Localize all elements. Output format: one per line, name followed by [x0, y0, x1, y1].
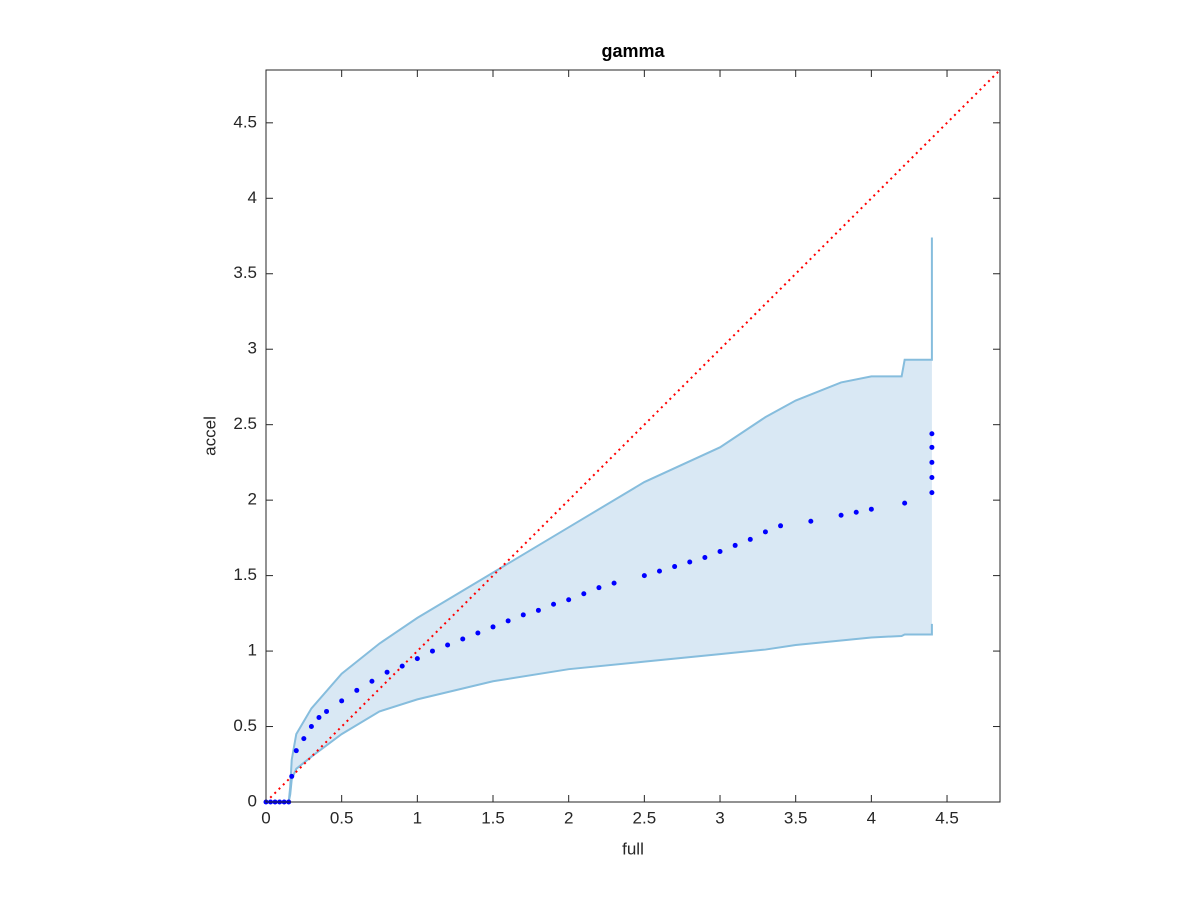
point	[853, 509, 859, 515]
y-tick-label: 1	[248, 641, 257, 660]
point	[324, 708, 330, 714]
point	[747, 536, 753, 542]
point	[535, 607, 541, 613]
point	[505, 618, 511, 624]
point	[301, 736, 307, 742]
y-tick-label: 3	[248, 339, 257, 358]
y-tick-label: 0.5	[233, 716, 257, 735]
y-tick-label: 2	[248, 490, 257, 509]
point	[520, 612, 526, 618]
point	[656, 568, 662, 574]
y-tick-label: 2.5	[233, 414, 257, 433]
x-tick-label: 2.5	[633, 808, 657, 827]
point	[414, 656, 420, 662]
point	[460, 636, 466, 642]
point	[399, 663, 405, 669]
x-axis-label: full	[622, 839, 644, 858]
y-tick-label: 4	[248, 188, 257, 207]
axes-box	[265, 69, 1001, 803]
point	[641, 573, 647, 579]
x-tick-label: 2	[564, 808, 573, 827]
point	[475, 630, 481, 636]
point	[929, 490, 935, 496]
point	[687, 559, 693, 565]
band-upper	[266, 237, 933, 803]
x-tick-label: 3	[715, 808, 724, 827]
point	[902, 500, 908, 506]
point	[611, 580, 617, 586]
point	[868, 506, 874, 512]
x-tick-label: 3.5	[784, 808, 808, 827]
point	[384, 669, 390, 675]
point	[778, 523, 784, 529]
y-tick-label: 1.5	[233, 565, 257, 584]
point	[445, 642, 451, 648]
point	[929, 475, 935, 481]
point	[581, 591, 587, 597]
point	[566, 597, 572, 603]
point	[717, 548, 723, 554]
x-tick-label: 4	[867, 808, 876, 827]
x-tick-label: 0.5	[330, 808, 354, 827]
x-tick-label: 1.5	[481, 808, 505, 827]
band-fill	[266, 237, 932, 802]
point	[308, 724, 314, 730]
point	[929, 444, 935, 450]
point	[369, 678, 375, 684]
point	[551, 601, 557, 607]
point	[762, 529, 768, 535]
point	[289, 773, 295, 779]
y-tick-label: 4.5	[233, 112, 257, 131]
point	[596, 585, 602, 591]
point	[838, 512, 844, 518]
y-tick-label: 0	[248, 791, 257, 810]
point	[490, 624, 496, 630]
point	[339, 698, 345, 704]
point	[316, 714, 322, 720]
point	[702, 554, 708, 560]
point	[672, 564, 678, 570]
point	[929, 431, 935, 437]
x-tick-label: 4.5	[935, 808, 959, 827]
point	[293, 748, 299, 754]
y-axis-label: accel	[200, 416, 219, 456]
y-tick-label: 3.5	[233, 263, 257, 282]
point	[732, 542, 738, 548]
point	[929, 459, 935, 465]
x-tick-label: 1	[413, 808, 422, 827]
x-tick-label: 0	[261, 808, 270, 827]
point	[429, 648, 435, 654]
point	[354, 687, 360, 693]
point	[808, 518, 814, 524]
chart-title: gamma	[601, 41, 665, 61]
